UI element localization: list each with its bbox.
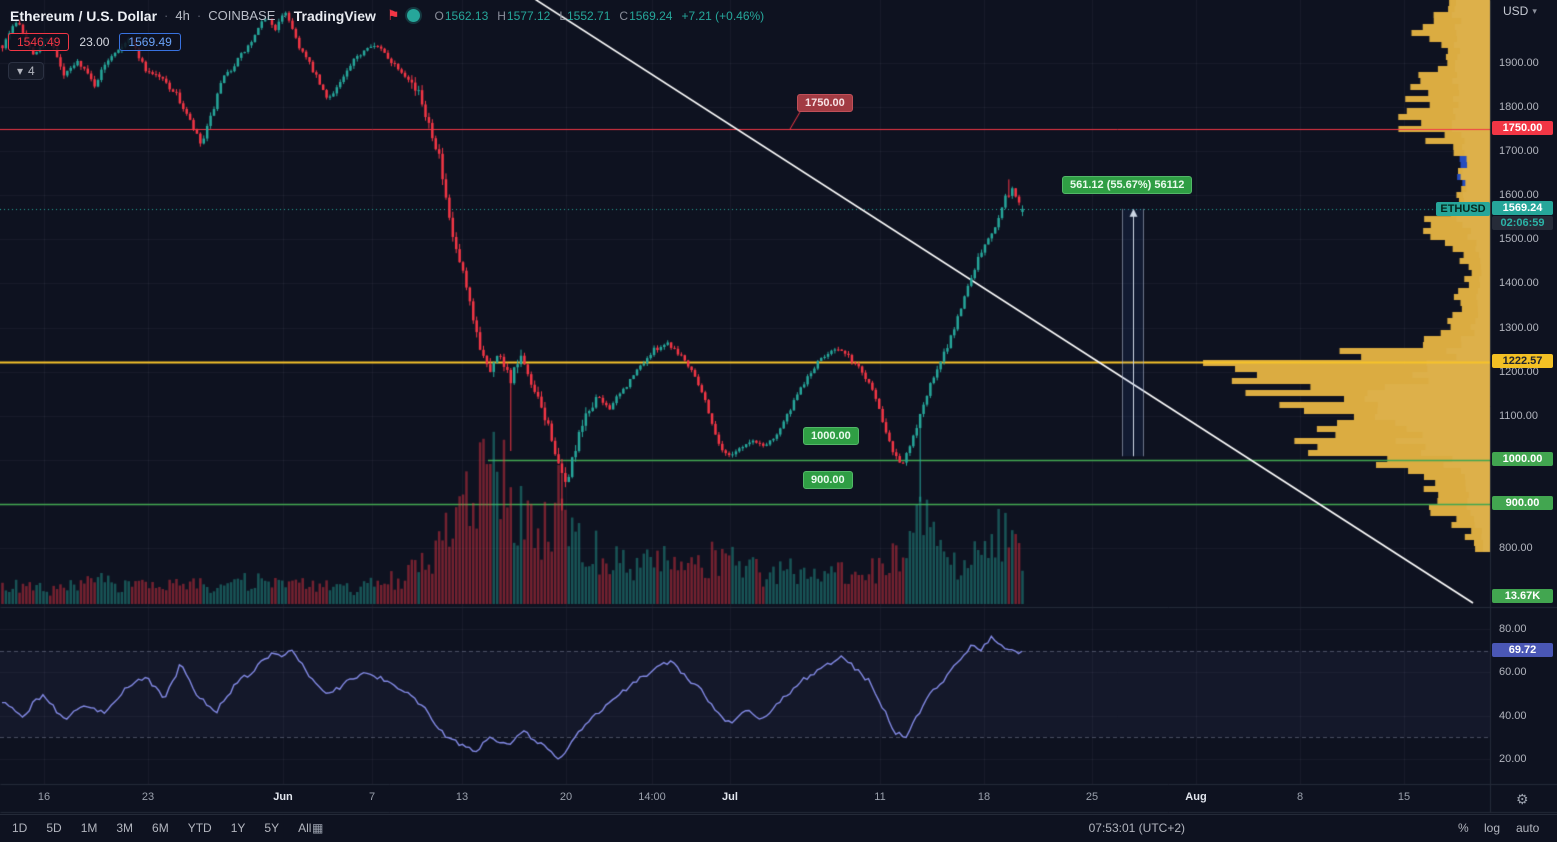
scale-badge-1222: 1222.57 — [1492, 354, 1553, 368]
range-button-5d[interactable]: 5D — [46, 821, 62, 835]
scale-badge-1750: 1750.00 — [1492, 121, 1553, 135]
time-label: 25 — [1085, 791, 1099, 803]
go-to-date-icon[interactable]: ▦ — [312, 821, 324, 835]
auto-scale-button[interactable]: auto — [1516, 821, 1540, 835]
price-tick: 1300.00 — [1499, 321, 1539, 334]
price-tick: 1200.00 — [1499, 365, 1539, 378]
time-label: Jun — [273, 791, 293, 803]
price-tick: 1400.00 — [1499, 277, 1539, 290]
high-label: H — [497, 8, 506, 23]
range-button-ytd[interactable]: YTD — [187, 821, 212, 835]
log-scale-button[interactable]: log — [1484, 821, 1501, 835]
scale-badge-countdown: 02:06:59 — [1492, 216, 1553, 230]
range-buttons: 1D 5D 1M 3M 6M YTD 1Y 5Y All — [12, 821, 311, 835]
separator: · — [196, 8, 202, 23]
interval-label[interactable]: 4h — [175, 8, 190, 23]
time-label: Aug — [1185, 791, 1207, 803]
scale-badge-1000: 1000.00 — [1492, 452, 1553, 466]
rsi-tick: 80.00 — [1499, 623, 1527, 635]
time-label: 23 — [141, 791, 155, 803]
close-label: C — [619, 8, 629, 23]
percent-scale-button[interactable]: % — [1458, 821, 1469, 835]
indicator-count: 4 — [28, 64, 35, 78]
scale-badge-rsi: 69.72 — [1492, 643, 1553, 657]
range-button-1y[interactable]: 1Y — [230, 821, 246, 835]
object-tree-toggle-button[interactable]: ▾ 4 — [8, 62, 44, 80]
price-tick: 1900.00 — [1499, 57, 1539, 69]
separator: · — [164, 8, 169, 23]
chevron-down-icon: ▾ — [17, 64, 24, 78]
range-button-all[interactable]: All — [298, 821, 312, 835]
measure-label[interactable]: 561.12 (55.67%) 56112 — [1062, 176, 1193, 194]
time-label: 16 — [37, 791, 51, 803]
price-tick: 1600.00 — [1499, 189, 1539, 202]
time-label: 13 — [455, 791, 469, 803]
range-button-3m[interactable]: 3M — [116, 821, 134, 835]
symbol-price-flag: ETHUSD — [1436, 202, 1490, 216]
time-label: Jul — [722, 791, 738, 803]
open-value: 1562.13 — [444, 8, 489, 23]
range-button-1d[interactable]: 1D — [12, 821, 28, 835]
sell-price-button[interactable]: 1546.49 — [8, 33, 70, 51]
open-label: O — [434, 8, 444, 23]
buy-price-button[interactable]: 1569.49 — [119, 33, 181, 51]
exchange-label[interactable]: COINBASE — [208, 8, 276, 23]
currency-label: USD — [1503, 4, 1529, 18]
time-label: 18 — [977, 791, 991, 803]
time-label: 8 — [1296, 791, 1304, 803]
low-label: L — [559, 8, 566, 23]
level-label-1750[interactable]: 1750.00 — [797, 94, 853, 112]
rsi-tick: 40.00 — [1499, 709, 1527, 722]
chevron-down-icon: ▾ — [1532, 5, 1537, 16]
bottom-toolbar: 1D 5D 1M 3M 6M YTD 1Y 5Y All ▦ 07:53:01 (UTC+2) … — [0, 814, 1557, 842]
close-value: 1569.24 — [629, 8, 673, 23]
price-scale[interactable]: USD ▾ 1900.00 1800.00 1700.00 1600.00 1500.0… — [1490, 0, 1557, 812]
ohlc-values: O 1562.13 H 1577.12 L 1552.71 C 1569.24 +7.2… — [435, 9, 765, 23]
range-button-5y[interactable]: 5Y — [264, 821, 280, 835]
time-label: 14:00 — [638, 791, 666, 803]
range-button-6m[interactable]: 6M — [152, 821, 169, 835]
currency-selector[interactable]: USD ▾ — [1503, 4, 1537, 18]
bid-ask-widget: 1546.49 23.00 1569.49 — [8, 33, 181, 51]
time-label: 20 — [559, 791, 573, 803]
price-tick: 800.00 — [1499, 541, 1533, 554]
time-label: 15 — [1397, 791, 1411, 803]
scale-badge-900: 900.00 — [1492, 496, 1553, 510]
level-label-900[interactable]: 900.00 — [803, 471, 853, 489]
low-value: 1552.71 — [567, 8, 611, 23]
separator: · — [282, 8, 287, 23]
time-label: 7 — [368, 791, 376, 803]
symbol-title[interactable]: Ethereum / U.S. Dollar — [10, 7, 158, 24]
spread-value: 23.00 — [79, 35, 110, 49]
live-status-icon[interactable] — [406, 9, 420, 22]
price-tick: 1700.00 — [1499, 145, 1539, 158]
price-tick: 1800.00 — [1499, 101, 1539, 114]
high-value: 1577.12 — [506, 8, 551, 23]
price-tick: 1500.00 — [1499, 233, 1539, 246]
tradingview-brand[interactable]: TradingView — [293, 7, 376, 24]
scale-badge-last-price: 1569.24 — [1492, 201, 1553, 215]
time-label: 11 — [874, 791, 886, 803]
range-button-1m[interactable]: 1M — [80, 821, 98, 835]
rsi-tick: 60.00 — [1499, 666, 1527, 679]
rsi-tick: 20.00 — [1499, 753, 1527, 765]
flag-icon[interactable]: ⚑ — [386, 7, 400, 23]
change-value: +7.21 (+0.46%) — [681, 8, 765, 23]
timezone-clock-button[interactable]: 07:53:01 (UTC+2) — [1088, 821, 1185, 835]
level-label-1000[interactable]: 1000.00 — [803, 427, 859, 445]
price-tick: 1100.00 — [1499, 409, 1538, 422]
time-axis[interactable]: 16 23 Jun 7 13 20 14:00 Jul 11 18 25 Aug 8 15 — [0, 788, 1490, 812]
chart-legend: Ethereum / U.S. Dollar · 4h · COINBASE ·… — [10, 7, 764, 24]
scale-badge-volume: 13.67K — [1492, 589, 1553, 603]
axis-settings-icon[interactable]: ⚙ — [1516, 791, 1529, 807]
